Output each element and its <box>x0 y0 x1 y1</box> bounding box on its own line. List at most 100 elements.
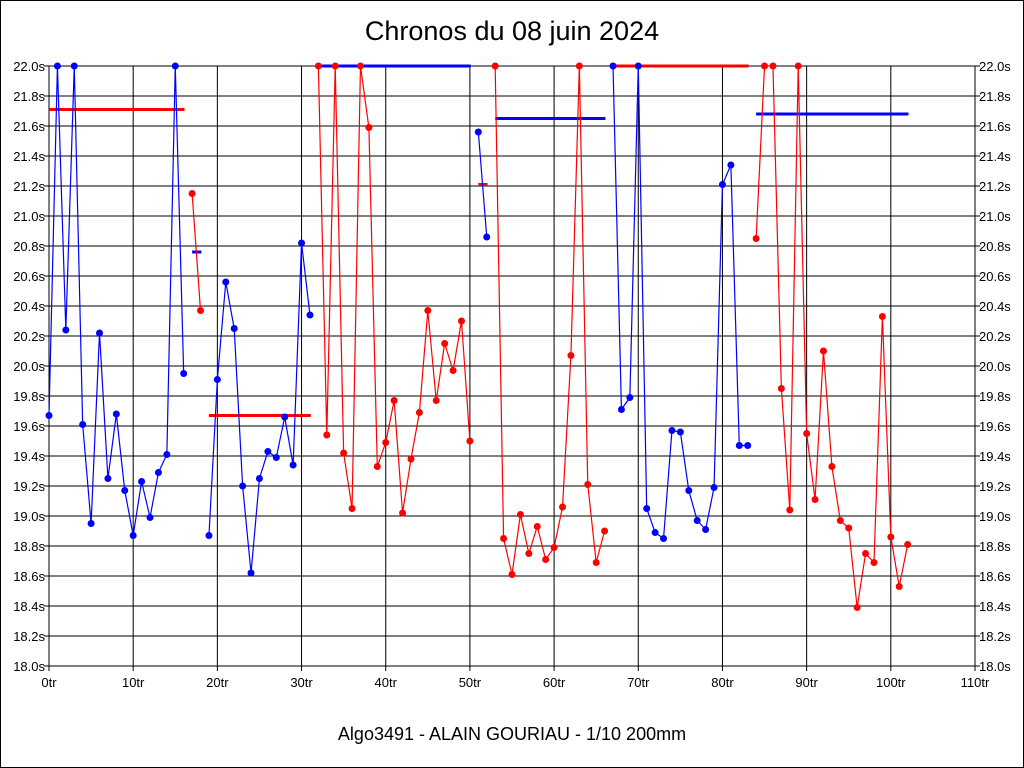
data-point-blue <box>617 406 625 413</box>
data-point-red <box>415 409 423 416</box>
y-tick-label-right: 18.4s <box>979 599 1011 614</box>
y-tick-label-left: 20.0s <box>13 359 45 374</box>
x-tick-label: 50tr <box>459 675 482 690</box>
data-point-blue <box>146 514 154 521</box>
data-point-red <box>550 544 558 551</box>
y-tick-label-right: 18.0s <box>979 659 1011 674</box>
data-point-red <box>592 559 600 566</box>
data-point-blue <box>306 311 314 319</box>
data-point-red <box>542 556 550 563</box>
x-tick-label: 100tr <box>876 675 906 690</box>
y-tick-label-right: 19.8s <box>979 389 1011 404</box>
data-point-red <box>870 559 878 566</box>
y-tick-label-right: 19.6s <box>979 419 1011 434</box>
data-point-red <box>449 367 457 374</box>
y-tick-label-right: 21.2s <box>979 179 1011 194</box>
data-point-red <box>457 317 465 325</box>
y-tick-label-right: 18.6s <box>979 569 1011 584</box>
data-point-red <box>895 583 903 590</box>
data-point-blue <box>710 484 718 491</box>
data-point-red <box>752 235 760 242</box>
y-tick-label-left: 18.8s <box>13 539 45 554</box>
data-point-blue <box>79 421 87 428</box>
y-tick-label-right: 20.6s <box>979 269 1011 284</box>
data-point-red <box>794 62 802 70</box>
y-tick-label-left: 22.0s <box>13 59 45 74</box>
data-point-red <box>356 62 364 70</box>
x-tick-label: 30tr <box>290 675 313 690</box>
data-point-red <box>340 449 348 457</box>
y-tick-label-right: 20.0s <box>979 359 1011 374</box>
data-point-blue <box>660 535 668 542</box>
data-point-blue <box>205 532 213 539</box>
y-tick-label-left: 21.8s <box>13 89 45 104</box>
y-tick-label-left: 19.8s <box>13 389 45 404</box>
x-tick-label: 80tr <box>711 675 734 690</box>
data-point-blue <box>685 487 693 494</box>
data-point-red <box>331 62 339 70</box>
data-point-blue <box>112 410 120 418</box>
y-tick-label-left: 21.0s <box>13 209 45 224</box>
data-point-blue <box>239 482 247 490</box>
data-point-red <box>828 463 836 470</box>
y-tick-label-right: 18.2s <box>979 629 1011 644</box>
data-point-red <box>904 541 912 548</box>
data-point-red <box>188 190 196 197</box>
data-point-red <box>567 352 575 359</box>
y-tick-label-left: 21.4s <box>13 149 45 164</box>
data-point-blue <box>651 529 659 536</box>
data-point-blue <box>154 469 162 476</box>
data-point-blue <box>213 376 221 383</box>
data-point-blue <box>272 454 280 461</box>
data-point-red <box>390 397 398 404</box>
data-point-blue <box>609 62 617 70</box>
data-point-blue <box>62 326 70 334</box>
y-tick-label-left: 18.4s <box>13 599 45 614</box>
y-tick-label-left: 20.8s <box>13 239 45 254</box>
data-point-blue <box>138 478 146 485</box>
data-point-red <box>845 524 853 532</box>
data-point-blue <box>676 428 684 436</box>
data-point-red <box>500 535 508 542</box>
data-point-red <box>761 62 769 70</box>
data-point-blue <box>163 451 171 458</box>
data-point-red <box>769 62 777 70</box>
data-point-red <box>516 511 524 518</box>
x-tick-label: 90tr <box>795 675 818 690</box>
x-tick-label: 60tr <box>543 675 566 690</box>
y-tick-label-right: 21.0s <box>979 209 1011 224</box>
data-point-blue <box>289 461 297 469</box>
data-point-blue <box>70 62 78 70</box>
data-point-blue <box>668 427 676 434</box>
data-point-red <box>348 505 356 512</box>
data-point-blue <box>702 526 710 533</box>
data-point-blue <box>474 128 482 136</box>
data-point-blue <box>171 62 179 70</box>
y-tick-label-left: 20.2s <box>13 329 45 344</box>
x-tick-label: 10tr <box>122 675 145 690</box>
y-tick-label-left: 20.6s <box>13 269 45 284</box>
data-point-red <box>365 124 373 131</box>
data-point-red <box>373 463 381 470</box>
data-point-blue <box>129 532 137 539</box>
data-point-blue <box>247 569 255 577</box>
y-tick-label-right: 19.2s <box>979 479 1011 494</box>
y-tick-label-right: 19.4s <box>979 449 1011 464</box>
data-point-red <box>197 307 205 314</box>
data-point-red <box>819 347 827 355</box>
data-point-blue <box>626 394 634 401</box>
series-line-blue <box>477 131 488 238</box>
y-tick-label-left: 19.4s <box>13 449 45 464</box>
data-point-red <box>323 431 331 439</box>
data-point-blue <box>96 329 104 337</box>
data-point-red <box>441 340 449 347</box>
data-point-red <box>525 550 533 557</box>
y-tick-label-left: 18.2s <box>13 629 45 644</box>
data-point-blue <box>718 181 726 188</box>
data-point-blue <box>298 239 306 247</box>
data-point-blue <box>483 233 491 241</box>
data-point-blue <box>693 517 701 524</box>
x-tick-label: 40tr <box>375 675 398 690</box>
data-point-red <box>508 571 516 578</box>
